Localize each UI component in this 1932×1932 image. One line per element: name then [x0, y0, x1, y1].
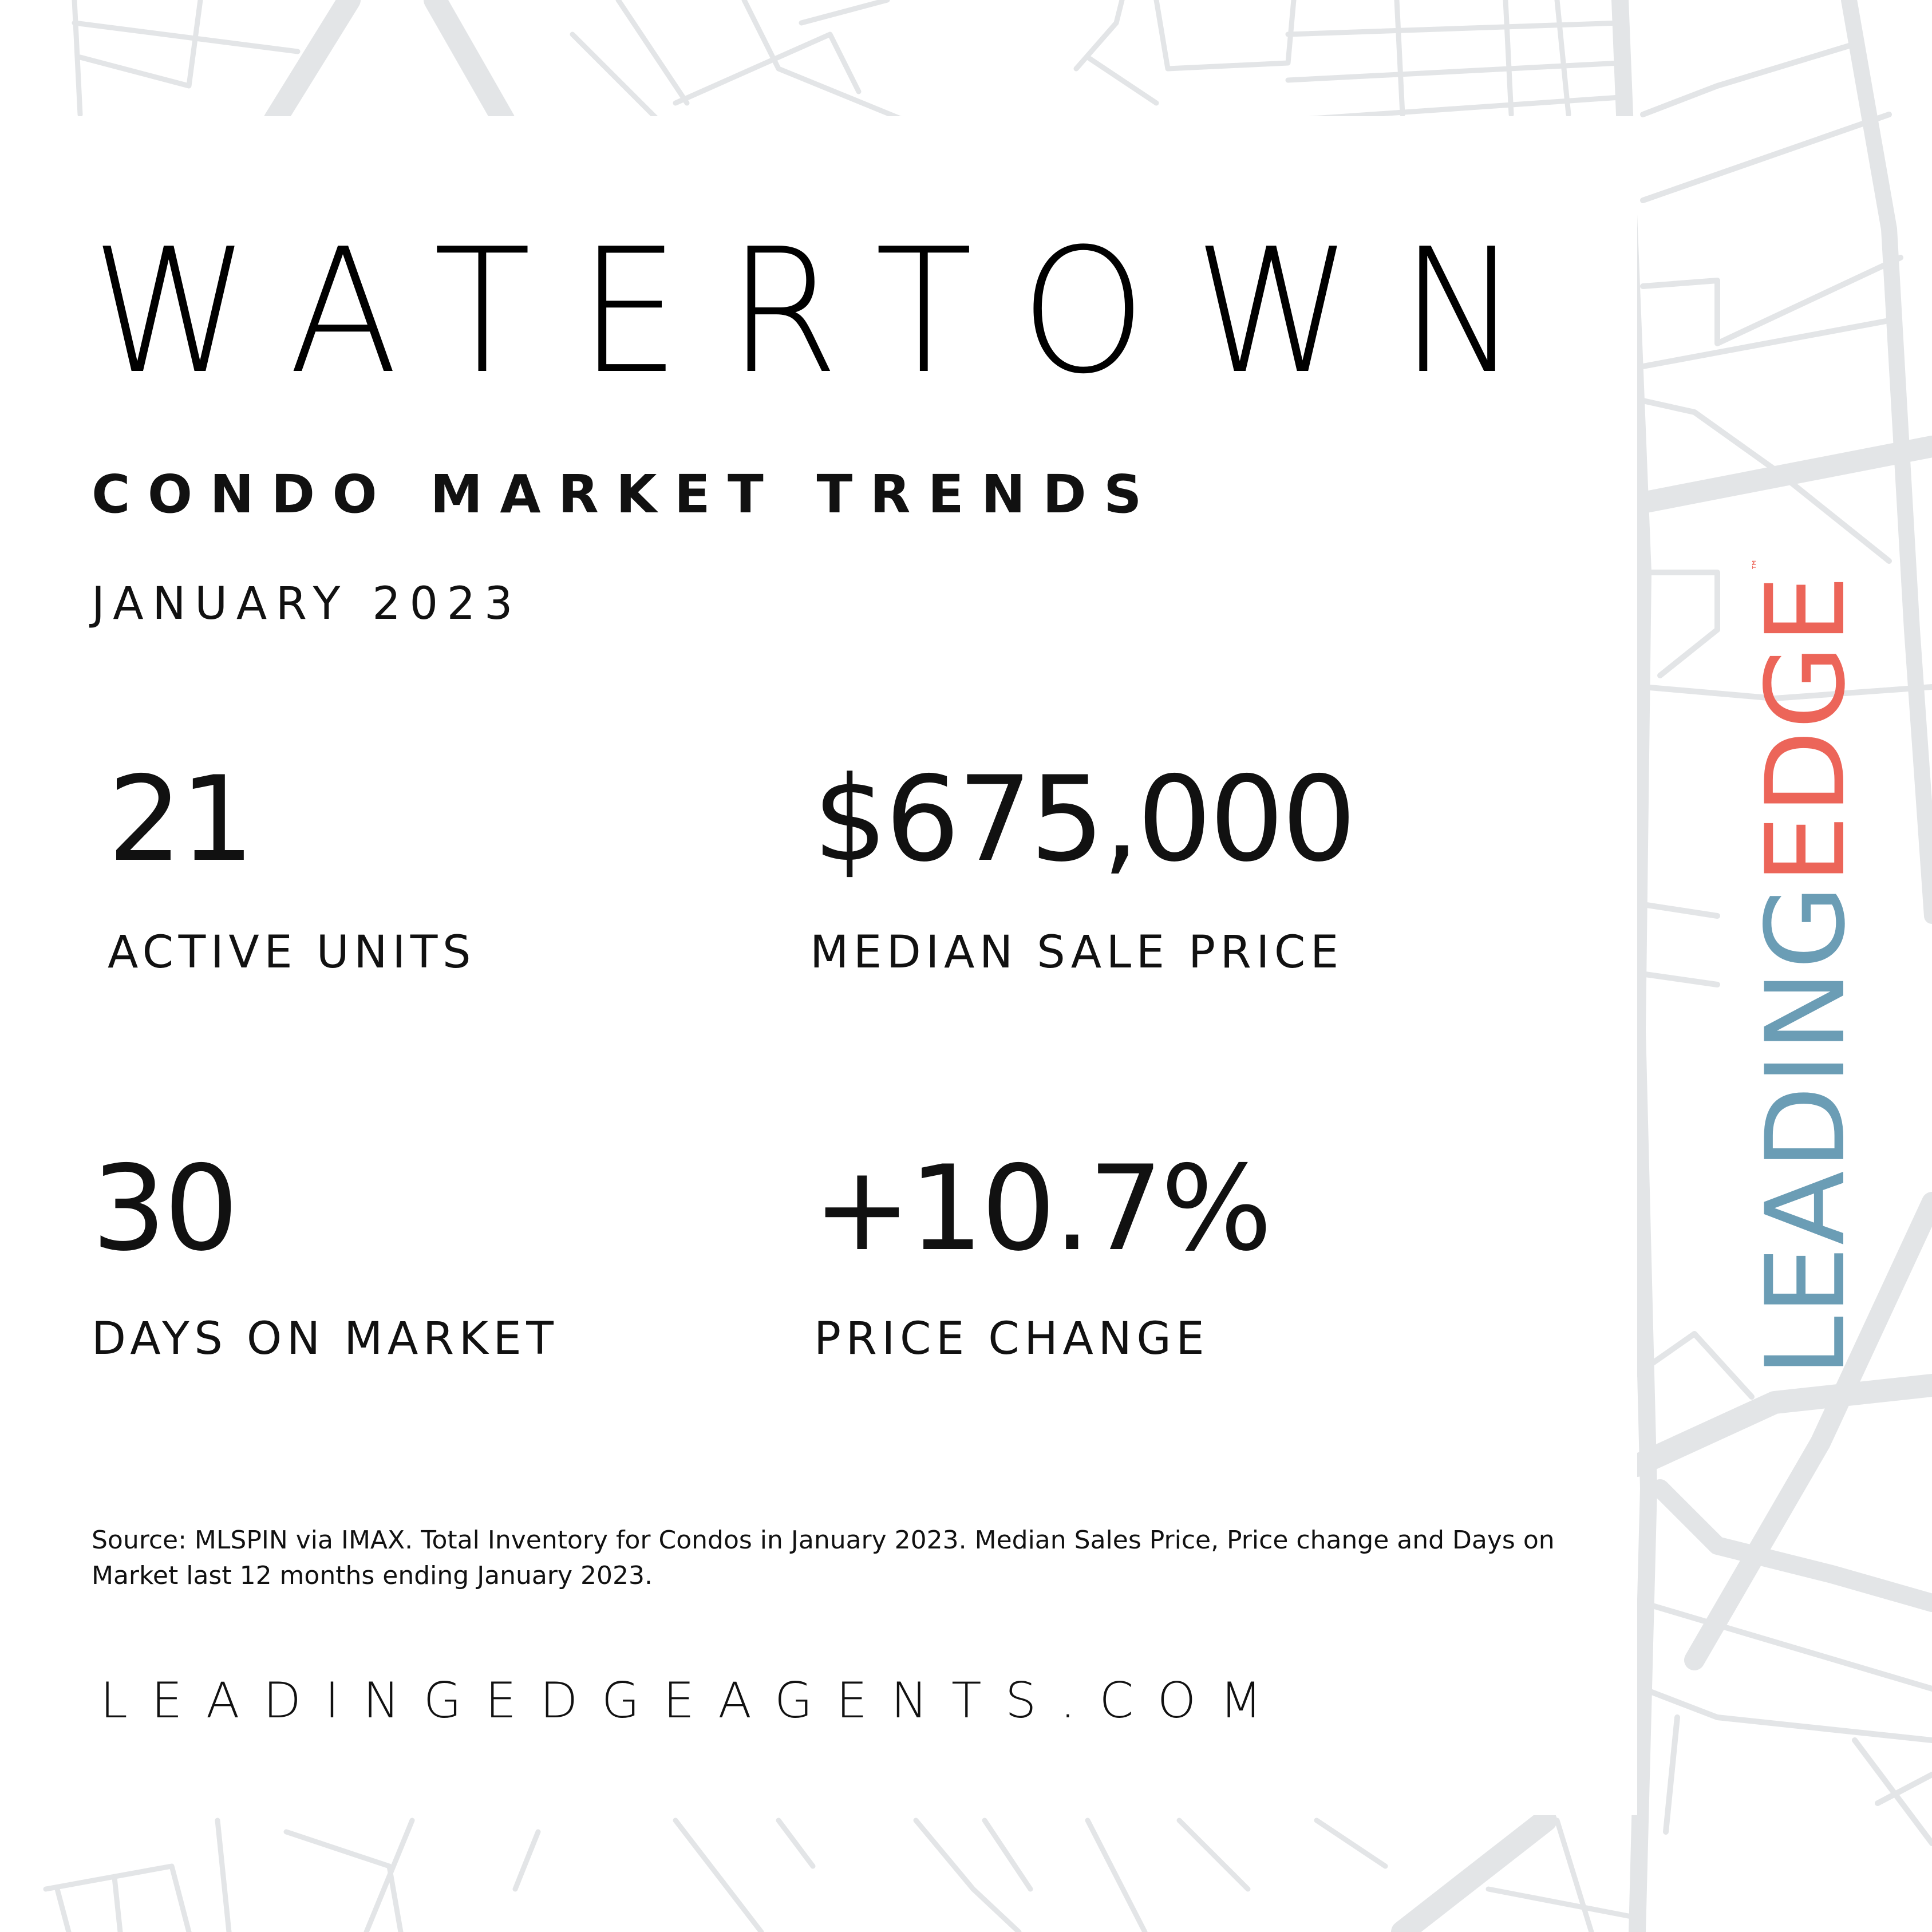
- page-title: WATERTOWN: [92, 212, 1567, 412]
- logo-word-edge: EDGE: [1743, 574, 1869, 884]
- trademark-mark: ™: [1751, 556, 1765, 571]
- website-link[interactable]: LEADINGEDGEAGENTS.COM: [100, 1672, 1286, 1729]
- leading-edge-logo: LEADINGEDGE ™: [1743, 556, 1869, 1377]
- price-change-label: PRICE CHANGE: [814, 1313, 1210, 1365]
- logo-word-leading: LEADING: [1743, 884, 1869, 1377]
- source-note: Source: MLSPIN via IMAX. Total Inventory…: [92, 1526, 1555, 1590]
- content-panel: [0, 116, 1637, 1815]
- median-sale-price-value: $675,000: [813, 752, 1356, 888]
- days-on-market-value: 30: [92, 1141, 239, 1277]
- median-sale-price-label: MEDIAN SALE PRICE: [810, 927, 1344, 978]
- report-date: JANUARY 2023: [92, 578, 522, 630]
- page-subtitle: CONDO MARKET TRENDS: [92, 464, 1159, 525]
- active-units-label: ACTIVE UNITS: [108, 927, 476, 978]
- days-on-market-label: DAYS ON MARKET: [92, 1313, 559, 1365]
- price-change-value: +10.7%: [813, 1141, 1273, 1277]
- active-units-value: 21: [108, 752, 255, 888]
